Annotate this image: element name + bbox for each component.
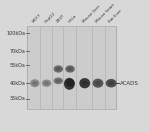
Ellipse shape [68, 82, 72, 85]
Text: Mouse heart: Mouse heart [95, 3, 116, 24]
Text: ACADS: ACADS [120, 81, 139, 86]
Ellipse shape [43, 80, 51, 86]
Ellipse shape [54, 66, 62, 72]
Ellipse shape [33, 82, 37, 85]
Text: HepG2: HepG2 [44, 11, 56, 24]
Ellipse shape [68, 68, 72, 70]
Ellipse shape [56, 68, 60, 70]
Ellipse shape [66, 80, 74, 87]
Ellipse shape [54, 78, 62, 84]
Ellipse shape [109, 82, 114, 85]
Ellipse shape [56, 80, 60, 82]
Text: 293T: 293T [56, 14, 66, 24]
Ellipse shape [82, 81, 87, 85]
Text: HeLa: HeLa [67, 14, 77, 24]
FancyBboxPatch shape [27, 26, 116, 109]
Ellipse shape [31, 80, 39, 86]
Ellipse shape [80, 79, 90, 88]
Ellipse shape [106, 80, 116, 87]
Text: 100kDa: 100kDa [6, 31, 25, 36]
Ellipse shape [96, 81, 100, 85]
Text: 40kDa: 40kDa [9, 81, 25, 86]
Ellipse shape [93, 79, 103, 87]
Text: 35kDa: 35kDa [9, 96, 25, 101]
Ellipse shape [64, 78, 74, 89]
Text: 55kDa: 55kDa [9, 63, 25, 68]
Text: MCF7: MCF7 [32, 13, 43, 24]
Text: Mouse liver: Mouse liver [82, 4, 101, 24]
Ellipse shape [66, 66, 74, 72]
Text: 70kDa: 70kDa [9, 49, 25, 54]
Text: Rat liver: Rat liver [108, 9, 123, 24]
Ellipse shape [45, 82, 49, 84]
